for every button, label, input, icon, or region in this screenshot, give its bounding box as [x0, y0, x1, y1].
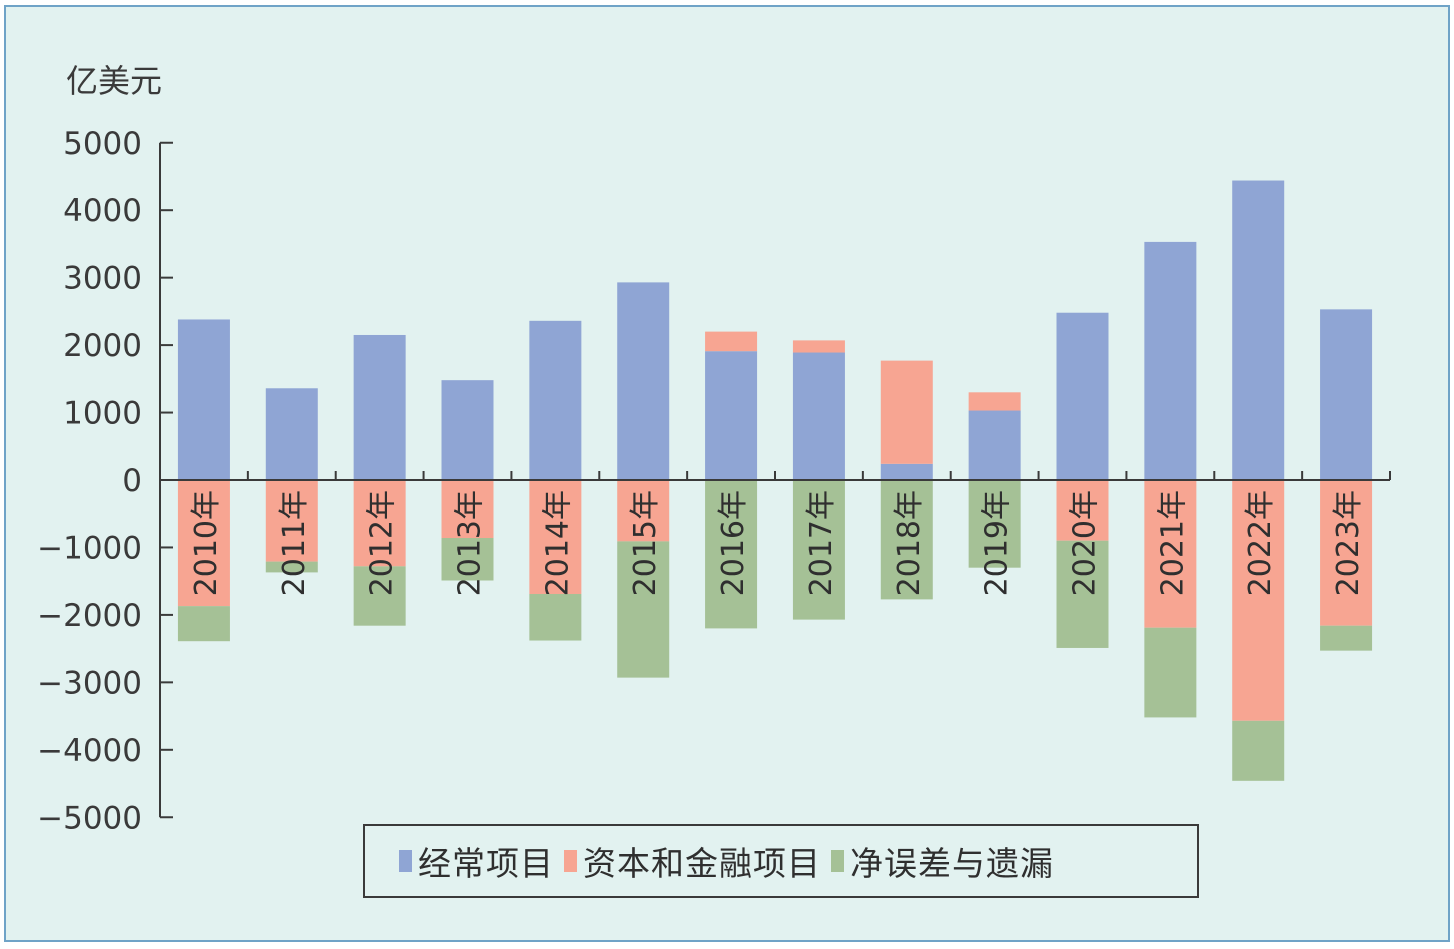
bar-segment	[1232, 180, 1285, 480]
bar-segment	[441, 538, 494, 581]
y-tick-label: 2000	[63, 328, 142, 364]
legend-label-errors-omissions: 净误差与遗漏	[850, 844, 1054, 883]
legend-label-current-account: 经常项目	[418, 844, 554, 883]
legend-swatch-current-account	[399, 850, 412, 872]
bar-segment	[968, 410, 1021, 480]
bar-segment	[177, 319, 230, 480]
bar-segment	[353, 334, 406, 480]
y-tick-label: −1000	[37, 530, 142, 566]
bar-segment	[617, 480, 670, 542]
y-tick-label: −2000	[37, 598, 142, 634]
bar-segment	[441, 480, 494, 539]
y-tick-label: −3000	[37, 665, 142, 701]
bar-segment	[705, 480, 758, 629]
bar-segment	[617, 282, 670, 480]
bar-segment	[880, 463, 933, 480]
bar-series-group	[177, 180, 1373, 781]
bar-segment	[1320, 309, 1373, 480]
x-category-labels: 2010年 2011年 2012年 2013年 2014年 2015年 2016年 2017年…	[189, 490, 1366, 596]
bar-segment	[353, 480, 406, 567]
bar-segment	[529, 480, 582, 594]
y-tick-label: 5000	[63, 126, 142, 162]
bar-segment	[1056, 480, 1109, 541]
legend-item-capital-financial: 资本和金融项目	[564, 837, 821, 885]
bar-segment	[1232, 720, 1285, 781]
bar-segment	[1056, 540, 1109, 648]
x-category-label: 2011年	[277, 490, 312, 596]
legend-swatch-capital-financial	[564, 850, 577, 872]
x-category-label: 2020年	[1068, 490, 1103, 596]
bar-segment	[529, 320, 582, 480]
bar-segment	[880, 480, 933, 600]
bar-segment	[353, 566, 406, 626]
bar-segment	[1320, 480, 1373, 626]
bar-segment	[1144, 627, 1197, 718]
y-tick-labels: 5000 4000 3000 2000 1000 0 −1000 −2000 −3000 −400…	[37, 126, 142, 837]
bar-segment	[968, 480, 1021, 568]
bar-segment	[265, 480, 318, 562]
x-category-label: 2023年	[1331, 490, 1366, 596]
x-category-label: 2017年	[804, 490, 839, 596]
bar-segment	[177, 606, 230, 642]
bar-segment	[265, 561, 318, 573]
legend: 经常项目 资本和金融项目 净误差与遗漏	[363, 824, 1199, 898]
legend-item-current-account: 经常项目	[399, 837, 554, 885]
legend-swatch-errors-omissions	[831, 850, 844, 872]
x-category-label: 2016年	[716, 490, 751, 596]
bar-segment	[792, 340, 845, 353]
bar-segment	[705, 351, 758, 480]
x-category-label: 2021年	[1155, 490, 1190, 596]
bar-segment	[441, 380, 494, 480]
y-tick-label: 0	[122, 463, 142, 499]
bar-segment	[529, 593, 582, 641]
x-category-label: 2014年	[540, 490, 575, 596]
x-category-label: 2013年	[453, 490, 488, 596]
bar-segment	[1232, 480, 1285, 721]
x-category-label: 2019年	[980, 490, 1015, 596]
x-category-label: 2012年	[365, 490, 400, 596]
x-category-label: 2015年	[628, 490, 663, 596]
bar-segment	[1056, 312, 1109, 480]
bar-segment	[177, 480, 230, 607]
y-tick-label: 3000	[63, 261, 142, 297]
y-tick-label: −4000	[37, 733, 142, 769]
axes-group	[159, 141, 1391, 819]
bar-segment	[1144, 241, 1197, 480]
y-tick-label: 4000	[63, 193, 142, 229]
bar-segment	[968, 392, 1021, 411]
bar-segment	[880, 360, 933, 464]
x-category-label: 2010年	[189, 490, 224, 596]
x-category-label: 2022年	[1243, 490, 1278, 596]
legend-label-capital-financial: 资本和金融项目	[583, 844, 821, 883]
bar-segment	[705, 331, 758, 352]
y-tick-label: −5000	[37, 800, 142, 836]
x-category-label: 2018年	[892, 490, 927, 596]
bar-segment	[1320, 625, 1373, 651]
bar-segment	[265, 388, 318, 480]
bar-segment	[617, 541, 670, 678]
y-tick-label: 1000	[63, 396, 142, 432]
bar-segment	[792, 352, 845, 480]
legend-item-errors-omissions: 净误差与遗漏	[831, 837, 1054, 885]
bar-segment	[1144, 480, 1197, 628]
bar-segment	[792, 480, 845, 620]
y-axis-unit-label: 亿美元	[66, 62, 163, 100]
